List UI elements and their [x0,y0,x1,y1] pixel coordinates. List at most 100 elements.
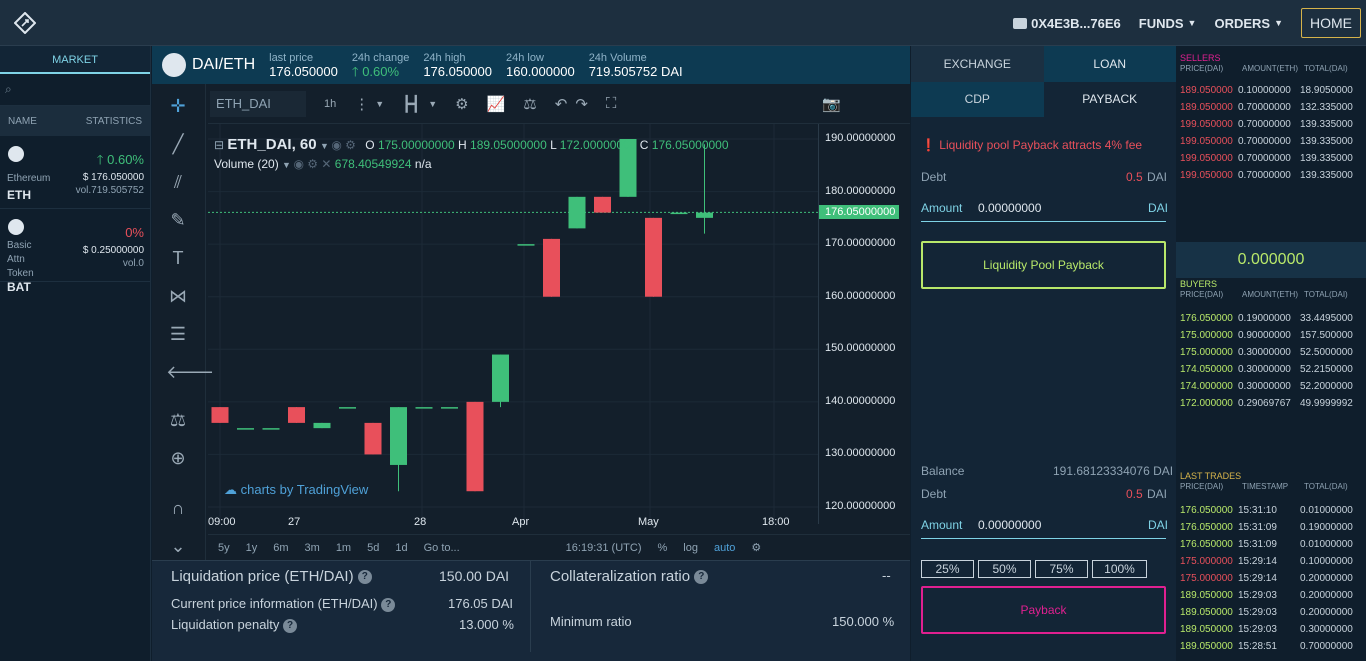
wallet-button[interactable]: 0X4E3B...76E6 [1013,16,1121,31]
chevron-down-icon[interactable]: ⌄ [170,536,186,556]
range-5d[interactable]: 5d [367,541,380,554]
text-tool-icon[interactable]: T [172,248,184,268]
redo-icon[interactable]: ↷ [575,95,588,113]
prediction-icon[interactable]: ☰ [169,324,187,344]
more-vertical-icon[interactable]: ⋮ [354,95,370,113]
compare-scales-icon[interactable]: ⚖ [523,95,537,113]
cell: 139.335000 [1300,170,1353,181]
buyer-row[interactable]: 174.000000 0.30000000 52.2000000 [1176,378,1366,395]
trade-row[interactable]: 175.000000 15:29:14 0.10000000 [1176,553,1366,570]
trade-row[interactable]: 176.050000 15:31:10 0.01000000 [1176,502,1366,519]
settings-gear-icon[interactable]: ⚙ [751,542,762,554]
trade-row[interactable]: 189.050000 15:29:03 0.20000000 [1176,604,1366,621]
liquidity-pool-payback-button[interactable]: Liquidity Pool Payback [921,241,1166,289]
pct-75-button[interactable]: 75% [1035,560,1088,578]
tradingview-watermark[interactable]: ☁ charts by TradingView [224,482,368,498]
zoom-in-icon[interactable]: ⊕ [170,448,186,468]
magnet-icon[interactable]: ∩ [171,498,185,518]
arrow-left-icon[interactable]: 🡐 [166,362,215,382]
payback-button[interactable]: Payback [921,586,1166,634]
market-tab[interactable]: MARKET [0,46,150,74]
payback-amount-input[interactable]: Amount 0.00000000 DAI [921,511,1168,539]
chevron-down-icon[interactable]: ▼ [319,141,332,151]
buyer-row[interactable]: 176.050000 0.19000000 33.4495000 [1176,310,1366,327]
range-1d[interactable]: 1d [395,541,408,554]
amount-input[interactable]: Amount 0.00000000 DAI [921,194,1168,222]
collapse-icon[interactable]: ⊟ [214,138,228,152]
home-button[interactable]: HOME [1301,8,1361,38]
tab-cdp[interactable]: CDP [911,82,1044,117]
seller-row[interactable]: 189.050000 0.70000000 132.335000 [1176,99,1366,116]
pct-100-button[interactable]: 100% [1092,560,1147,578]
legend-controls-icon[interactable]: ◉ ⚙ [331,138,360,152]
orders-menu[interactable]: ORDERS ▼ [1214,16,1283,31]
trend-line-icon[interactable]: ╱ [172,134,184,154]
pct-25-button[interactable]: 25% [921,560,974,578]
fullscreen-icon[interactable]: ⛶ [605,95,617,112]
chevron-down-icon[interactable]: ▼ [375,98,385,109]
pattern-icon[interactable]: ⋈ [169,286,187,306]
chevron-down-icon[interactable]: ▼ [282,160,294,170]
market-row-eth[interactable]: Ethereum ETH 🡑 0.60% $ 176.050000 vol.71… [0,136,150,209]
range-5y[interactable]: 5y [218,541,230,554]
statistics-column-header[interactable]: STATISTICS [85,115,142,127]
interval-button[interactable]: 1h [324,97,337,110]
chevron-down-icon[interactable]: ▼ [428,98,438,109]
debt-value: 0.5 [1126,487,1143,501]
seller-row[interactable]: 189.050000 0.10000000 18.9050000 [1176,82,1366,99]
tab-payback[interactable]: PAYBACK [1043,82,1176,117]
help-icon[interactable]: ? [381,597,396,612]
market-search-input[interactable]: ⌕ [0,74,150,106]
tab-exchange[interactable]: EXCHANGE [911,46,1044,82]
help-icon[interactable]: ? [694,570,709,585]
help-icon[interactable]: ? [357,570,372,585]
market-row-bat[interactable]: Basic Attn Token BAT 0% $ 0.25000000 vol… [0,209,150,294]
indicators-icon[interactable]: 📈 [486,95,506,113]
buyer-row[interactable]: 172.000000 0.29069767 49.9999992 [1176,395,1366,412]
seller-row[interactable]: 199.050000 0.70000000 139.335000 [1176,150,1366,167]
cell: 199.050000 [1180,119,1233,130]
measure-icon[interactable]: ⚖ [169,410,187,430]
trade-row[interactable]: 176.050000 15:31:09 0.01000000 [1176,536,1366,553]
price-axis[interactable]: 190.00000000 180.00000000 170.00000000 160.… [818,124,910,524]
camera-icon[interactable]: 📷 [822,95,842,113]
goto-button[interactable]: Go to... [423,541,460,554]
percent-toggle[interactable]: % [657,541,668,554]
seller-row[interactable]: 199.050000 0.70000000 139.335000 [1176,116,1366,133]
buyer-row[interactable]: 175.000000 0.90000000 157.500000 [1176,327,1366,344]
price-chart[interactable] [208,124,818,524]
name-column-header[interactable]: NAME [8,115,37,127]
volume-label[interactable]: Volume (20) [214,157,279,171]
range-1y[interactable]: 1y [245,541,258,554]
undo-icon[interactable]: ↶ [554,95,568,113]
settings-gear-icon[interactable]: ⚙ [455,95,469,113]
brush-icon[interactable]: ✎ [170,210,186,230]
auto-toggle[interactable]: auto [713,541,736,554]
range-6m[interactable]: 6m [273,541,289,554]
fib-icon[interactable]: ⫽ [173,172,183,192]
range-3m[interactable]: 3m [304,541,320,554]
trade-row[interactable]: 189.050000 15:29:03 0.20000000 [1176,587,1366,604]
trade-row[interactable]: 175.000000 15:29:14 0.20000000 [1176,570,1366,587]
pct-50-button[interactable]: 50% [978,560,1031,578]
seller-row[interactable]: 199.050000 0.70000000 139.335000 [1176,133,1366,150]
trade-row[interactable]: 189.050000 15:29:03 0.30000000 [1176,621,1366,638]
buyer-row[interactable]: 175.000000 0.30000000 52.5000000 [1176,344,1366,361]
funds-menu[interactable]: FUNDS ▼ [1139,16,1197,31]
help-icon[interactable]: ? [283,618,298,633]
logo-icon[interactable] [14,12,36,34]
symbol-search-input[interactable]: ETH_DAI [210,90,306,117]
trade-row[interactable]: 189.050000 15:28:51 0.70000000 [1176,638,1366,655]
utc-clock[interactable]: 16:19:31 (UTC) [565,541,642,554]
buyer-row[interactable]: 174.050000 0.30000000 52.2150000 [1176,361,1366,378]
log-toggle[interactable]: log [683,541,698,554]
time-axis[interactable]: 09:00 27 28 Apr May 18:00 [208,516,818,534]
tab-loan[interactable]: LOAN [1043,46,1176,82]
trade-row[interactable]: 176.050000 15:31:09 0.19000000 [1176,519,1366,536]
legend-symbol[interactable]: ETH_DAI, 60 [227,136,317,153]
seller-row[interactable]: 199.050000 0.70000000 139.335000 [1176,167,1366,184]
crosshair-icon[interactable]: ✛ [170,96,186,116]
legend-controls-icon[interactable]: ◉ ⚙ ✕ [293,157,335,171]
candle-style-icon[interactable]: ┣┫ [402,95,421,113]
range-1m[interactable]: 1m [335,541,352,554]
